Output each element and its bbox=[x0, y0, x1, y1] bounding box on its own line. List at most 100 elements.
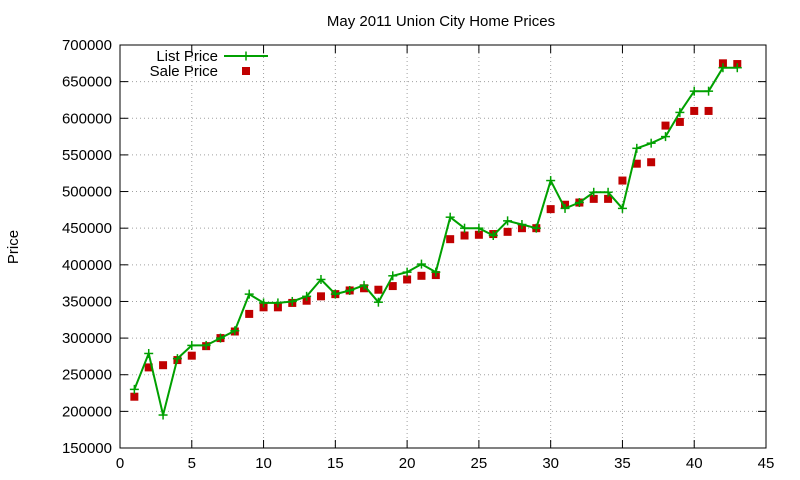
y-tick-label: 600000 bbox=[62, 110, 112, 127]
x-tick-label: 15 bbox=[327, 455, 344, 472]
x-tick-label: 25 bbox=[471, 455, 488, 472]
x-tick-label: 10 bbox=[255, 455, 272, 472]
sale-price-point bbox=[403, 275, 412, 284]
list-price-point bbox=[589, 187, 599, 197]
sale-price-point bbox=[661, 121, 670, 130]
list-price-point bbox=[129, 384, 139, 394]
list-price-point bbox=[201, 340, 211, 350]
list-price-point bbox=[158, 410, 168, 420]
sale-price-point bbox=[546, 205, 555, 214]
legend-sale-price-marker bbox=[242, 67, 250, 75]
list-price-point bbox=[704, 86, 714, 96]
list-price-point bbox=[345, 285, 355, 295]
y-tick-label: 700000 bbox=[62, 37, 112, 54]
y-tick-label: 650000 bbox=[62, 74, 112, 91]
y-tick-label: 400000 bbox=[62, 257, 112, 274]
sale-price-point bbox=[388, 282, 397, 291]
sale-price-point bbox=[460, 231, 469, 240]
list-price-point bbox=[302, 291, 312, 301]
sale-price-point bbox=[632, 159, 641, 168]
legend-sale-price-sample bbox=[242, 67, 250, 75]
list-price-point bbox=[574, 198, 584, 208]
y-tick-label: 200000 bbox=[62, 403, 112, 420]
y-tick-labels: 150000 200000 250000 300000 350000 400000 4500… bbox=[62, 37, 112, 457]
sale-price-point bbox=[130, 392, 139, 401]
list-price-point bbox=[546, 176, 556, 186]
x-tick-label: 5 bbox=[188, 455, 196, 472]
list-price-point bbox=[187, 340, 197, 350]
sale-price-point bbox=[704, 106, 713, 115]
list-price-point bbox=[431, 267, 441, 277]
y-tick-label: 300000 bbox=[62, 330, 112, 347]
sale-price-point bbox=[446, 235, 455, 244]
y-tick-label: 500000 bbox=[62, 184, 112, 201]
list-price-point bbox=[445, 212, 455, 222]
legend: List Price Sale Price bbox=[150, 48, 268, 80]
list-price-point bbox=[172, 354, 182, 364]
chart-title: May 2011 Union City Home Prices bbox=[327, 13, 555, 30]
list-price-series bbox=[129, 63, 742, 420]
y-tick-label: 350000 bbox=[62, 293, 112, 310]
sale-price-point bbox=[316, 292, 325, 301]
list-price-point bbox=[144, 348, 154, 358]
list-price-point bbox=[646, 138, 656, 148]
sale-price-point bbox=[589, 194, 598, 203]
sale-price-point bbox=[604, 194, 613, 203]
legend-sale-price-label: Sale Price bbox=[150, 63, 218, 80]
list-price-point bbox=[388, 271, 398, 281]
sale-price-point bbox=[159, 361, 168, 370]
list-price-point bbox=[718, 63, 728, 73]
sale-price-point bbox=[187, 351, 196, 360]
x-tick-label: 0 bbox=[116, 455, 124, 472]
sale-price-point bbox=[618, 176, 627, 185]
legend-list-price-label: List Price bbox=[156, 48, 218, 65]
x-tick-label: 40 bbox=[686, 455, 703, 472]
y-axis-label: Price bbox=[5, 230, 22, 264]
list-price-point bbox=[689, 86, 699, 96]
y-tick-label: 450000 bbox=[62, 220, 112, 237]
list-price-point bbox=[373, 297, 383, 307]
list-price-point bbox=[617, 203, 627, 213]
sale-price-point bbox=[647, 158, 656, 167]
sale-price-point bbox=[675, 117, 684, 126]
list-price-point bbox=[416, 259, 426, 269]
list-price-point bbox=[488, 231, 498, 241]
list-price-point bbox=[230, 326, 240, 336]
list-price-point bbox=[287, 296, 297, 306]
list-price-point bbox=[661, 132, 671, 142]
list-price-point bbox=[531, 223, 541, 233]
list-price-point bbox=[273, 298, 283, 308]
sale-price-point bbox=[374, 285, 383, 294]
sale-price-point bbox=[417, 271, 426, 280]
legend-list-price-sample bbox=[224, 51, 268, 61]
sale-price-point bbox=[474, 230, 483, 239]
x-tick-label: 20 bbox=[399, 455, 416, 472]
y-tick-label: 550000 bbox=[62, 147, 112, 164]
plot-frame bbox=[119, 44, 767, 449]
list-price-point bbox=[675, 107, 685, 117]
y-tick-label: 150000 bbox=[62, 440, 112, 457]
list-price-point bbox=[359, 280, 369, 290]
list-price-point bbox=[732, 63, 742, 73]
list-price-point bbox=[474, 223, 484, 233]
list-price-point bbox=[603, 187, 613, 197]
list-price-point bbox=[330, 289, 340, 299]
sale-price-point bbox=[245, 309, 254, 318]
sale-price-point bbox=[503, 227, 512, 236]
sale-price-point bbox=[690, 106, 699, 115]
list-price-point bbox=[460, 223, 470, 233]
list-price-point bbox=[517, 220, 527, 230]
list-price-point bbox=[402, 267, 412, 277]
list-price-point bbox=[632, 143, 642, 153]
list-price-point bbox=[316, 274, 326, 284]
list-price-point bbox=[244, 289, 254, 299]
sale-price-point bbox=[144, 363, 153, 372]
x-tick-label: 30 bbox=[542, 455, 559, 472]
list-price-point bbox=[503, 216, 513, 226]
x-tick-labels: 0 5 10 15 20 25 30 35 40 45 bbox=[116, 455, 775, 472]
list-price-point bbox=[560, 203, 570, 213]
list-price-point bbox=[215, 333, 225, 343]
x-tick-label: 45 bbox=[758, 455, 775, 472]
y-tick-label: 250000 bbox=[62, 367, 112, 384]
